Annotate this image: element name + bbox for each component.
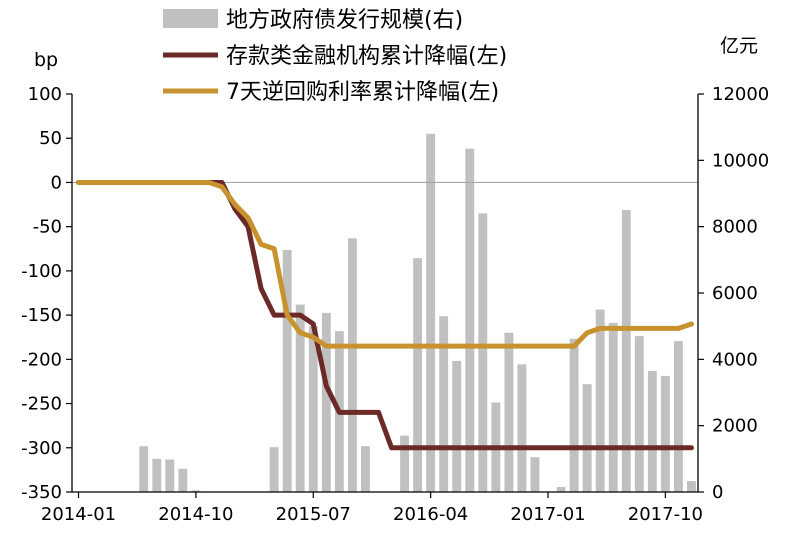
legend-item-reverse-repo-decline: 7天逆回购利率累计降幅(左) — [163, 80, 499, 105]
right-tick-label: 8000 — [712, 217, 758, 238]
bar-2016-02 — [400, 435, 409, 492]
x-tick-label: 2014-10 — [158, 504, 233, 525]
bar-2015-11 — [361, 446, 370, 492]
bar-2017-12 — [687, 481, 696, 492]
right-tick-label: 12000 — [712, 84, 769, 105]
bar-2014-06 — [139, 446, 149, 492]
left-tick-label: -150 — [21, 305, 62, 326]
bar-2017-06 — [608, 322, 618, 492]
legend-label-reverse-repo-decline: 7天逆回购利率累计降幅(左) — [226, 80, 499, 105]
bar-2017-02 — [556, 487, 566, 492]
bar-2014-09 — [178, 468, 188, 492]
bar-2015-10 — [347, 238, 357, 492]
x-tick-label: 2014-01 — [41, 504, 116, 525]
bar-series — [139, 133, 696, 493]
tick-labels: 100 50 0 -50 -100 -150 -200 -250 -300 -350 12000 10… — [21, 84, 769, 525]
bar-2014-10 — [191, 490, 201, 492]
bar-2017-05 — [595, 309, 605, 492]
legend-label-deposit-decline: 存款类金融机构累计降幅(左) — [226, 44, 507, 69]
bar-2016-07 — [465, 148, 475, 492]
right-tick-label: 0 — [712, 482, 723, 503]
bar-2016-06 — [452, 360, 462, 492]
bar-2016-11 — [517, 364, 527, 492]
left-axis-unit: bp — [34, 49, 58, 71]
bar-2017-09 — [647, 370, 657, 492]
bar-2017-07 — [621, 210, 631, 492]
legend-swatch-bond-issuance — [163, 9, 218, 28]
bar-2015-04 — [269, 447, 279, 492]
bar-2017-10 — [660, 375, 670, 492]
line-series — [76, 179, 694, 451]
x-tick-label: 2016-04 — [393, 504, 468, 525]
x-tick-label: 2015-07 — [276, 504, 351, 525]
right-tick-label: 10000 — [712, 150, 769, 171]
legend-item-bond-issuance: 地方政府债发行规模(右) — [163, 8, 463, 33]
bar-2016-12 — [530, 457, 540, 492]
line-series-2 — [76, 179, 694, 349]
bar-2016-05 — [439, 316, 449, 492]
left-tick-label: -250 — [21, 394, 62, 415]
bar-2015-06 — [295, 304, 305, 492]
bar-2016-03 — [413, 258, 423, 492]
bar-2014-08 — [165, 459, 175, 492]
bar-2015-05 — [282, 249, 292, 492]
x-tick-label: 2017-10 — [628, 504, 703, 525]
axes — [66, 93, 704, 498]
bar-2016-04 — [426, 133, 436, 493]
bar-2014-07 — [152, 458, 162, 492]
bar-2015-08 — [321, 312, 331, 492]
right-tick-label: 6000 — [712, 283, 758, 304]
left-tick-label: -350 — [21, 482, 62, 503]
left-tick-label: -50 — [33, 217, 62, 238]
left-tick-label: -200 — [21, 349, 62, 370]
left-tick-label: 50 — [39, 128, 62, 149]
legend: 地方政府债发行规模(右) 存款类金融机构累计降幅(左) 7天逆回购利率累计降幅(… — [163, 8, 507, 105]
x-tick-label: 2017-01 — [510, 504, 585, 525]
bar-2017-04 — [582, 384, 592, 492]
right-tick-label: 4000 — [712, 349, 758, 370]
bar-2016-10 — [504, 332, 514, 492]
bar-2017-11 — [674, 341, 683, 492]
legend-label-bond-issuance: 地方政府债发行规模(右) — [226, 8, 463, 33]
bar-2015-07 — [308, 326, 318, 492]
bar-2016-08 — [478, 213, 488, 492]
left-tick-label: -300 — [21, 438, 62, 459]
left-tick-label: 100 — [28, 84, 62, 105]
legend-item-deposit-decline: 存款类金融机构累计降幅(左) — [163, 44, 507, 69]
left-tick-label: -100 — [21, 261, 62, 282]
bar-2017-03 — [569, 338, 579, 492]
right-tick-label: 2000 — [712, 416, 758, 437]
bar-2017-08 — [634, 336, 644, 492]
right-axis-unit: 亿元 — [720, 35, 758, 57]
left-tick-label: 0 — [51, 172, 62, 193]
